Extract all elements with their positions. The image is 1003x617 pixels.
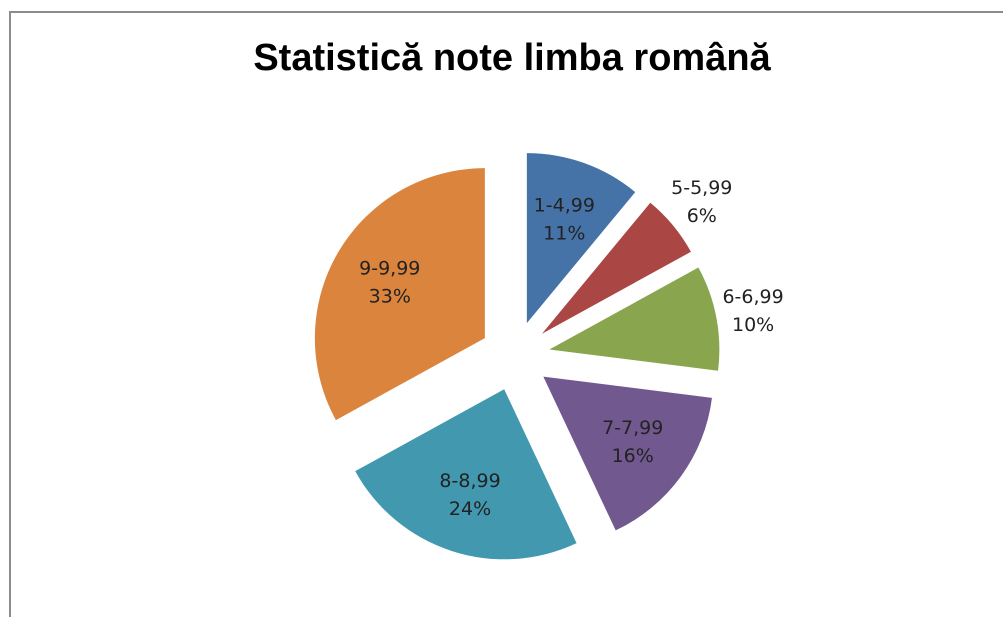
pie-slice <box>314 168 485 421</box>
slice-value-label: 24% <box>449 498 491 520</box>
pie-slice <box>355 389 577 560</box>
pie-slice <box>543 376 712 531</box>
slice-value-label: 33% <box>369 285 411 307</box>
slice-label: 5-5,99 <box>671 177 732 199</box>
pie-slice <box>549 267 720 371</box>
slice-value-label: 11% <box>543 223 585 245</box>
pie-slice <box>541 202 691 334</box>
slice-value-label: 10% <box>732 314 774 336</box>
slice-value-label: 16% <box>612 445 654 467</box>
slice-label: 9-9,99 <box>359 257 420 279</box>
slice-label: 1-4,99 <box>534 195 595 217</box>
chart-title: Statistică note limba română <box>253 37 771 79</box>
slice-label: 7-7,99 <box>602 417 663 439</box>
pie-slice <box>526 153 636 324</box>
slice-label: 8-8,99 <box>439 470 500 492</box>
slice-value-label: 6% <box>687 205 717 227</box>
slice-label: 6-6,99 <box>722 286 783 308</box>
